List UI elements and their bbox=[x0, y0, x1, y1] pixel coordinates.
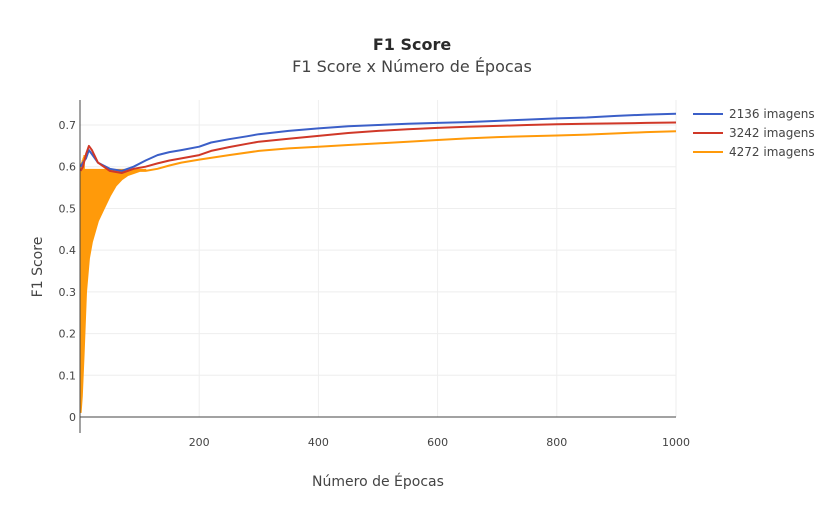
legend-item-0[interactable]: 2136 imagens bbox=[693, 107, 815, 121]
y-tick-label: 0.4 bbox=[59, 244, 77, 257]
legend-item-2[interactable]: 4272 imagens bbox=[693, 145, 815, 159]
x-axis-title: Número de Épocas bbox=[312, 473, 444, 490]
y-tick-label: 0 bbox=[69, 411, 76, 424]
legend-label: 3242 imagens bbox=[729, 126, 815, 140]
legend-item-1[interactable]: 3242 imagens bbox=[693, 126, 815, 140]
chart-title: F1 Score bbox=[373, 35, 452, 54]
tick-labels: 200 400 600 800 1000 0 0.1 0.2 0.3 0.4 0.5 0.6 0.7 bbox=[59, 119, 691, 449]
series-line-1[interactable] bbox=[79, 121, 677, 174]
y-tick-label: 0.7 bbox=[59, 119, 77, 132]
x-tick-label: 1000 bbox=[662, 436, 690, 449]
x-tick-label: 200 bbox=[189, 436, 210, 449]
legend-label: 2136 imagens bbox=[729, 107, 815, 121]
x-tick-label: 600 bbox=[427, 436, 448, 449]
legend[interactable]: 2136 imagens 3242 imagens 4272 imagens bbox=[693, 107, 815, 159]
y-tick-label: 0.3 bbox=[59, 286, 77, 299]
series-line-2[interactable] bbox=[79, 130, 677, 413]
x-tick-label: 400 bbox=[308, 436, 329, 449]
axes bbox=[79, 100, 676, 433]
chart-subtitle: F1 Score x Número de Épocas bbox=[292, 57, 532, 76]
y-tick-label: 0.1 bbox=[59, 369, 77, 382]
series-lines bbox=[79, 112, 677, 413]
y-tick-label: 0.6 bbox=[59, 161, 77, 174]
legend-label: 4272 imagens bbox=[729, 145, 815, 159]
y-tick-label: 0.2 bbox=[59, 328, 77, 341]
grid-lines bbox=[80, 100, 677, 417]
y-axis-title: F1 Score bbox=[30, 237, 46, 298]
x-tick-label: 800 bbox=[546, 436, 567, 449]
y-tick-label: 0.5 bbox=[59, 202, 77, 215]
